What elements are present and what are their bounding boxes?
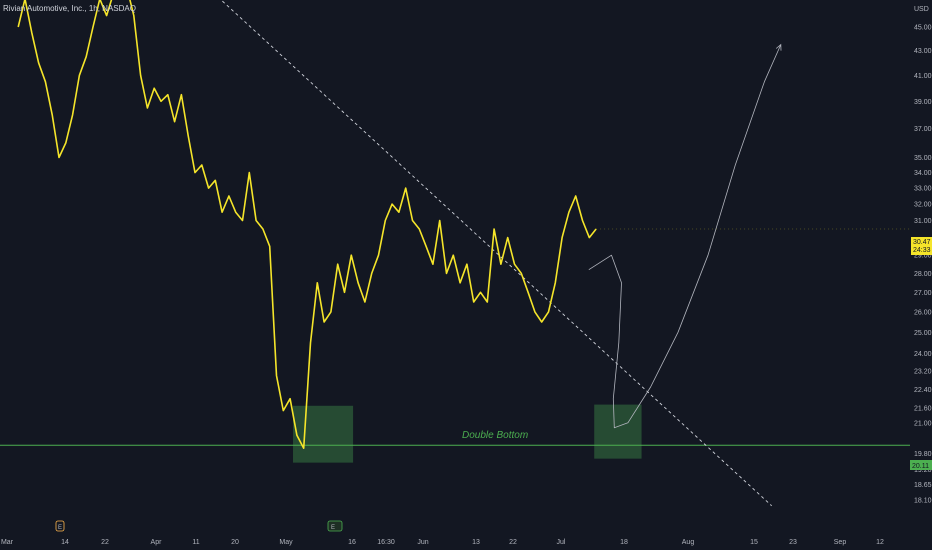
x-tick-label: 11 bbox=[192, 539, 199, 546]
price-series bbox=[17, 0, 910, 449]
y-tick-label: 25.00 bbox=[914, 330, 932, 337]
support-price-tag: 20.11 bbox=[910, 460, 932, 470]
x-tick-label: 14 bbox=[61, 539, 69, 546]
x-tick-label: 18 bbox=[620, 539, 628, 546]
y-tick-label: 35.00 bbox=[914, 155, 932, 162]
x-tick-label: Jul bbox=[557, 539, 566, 546]
x-tick-label: 22 bbox=[509, 539, 517, 546]
x-tick-label: 13 bbox=[472, 539, 480, 546]
x-tick-label: 20 bbox=[231, 539, 239, 546]
earnings-badge-frame bbox=[55, 520, 65, 532]
countdown-value: 24:33 bbox=[913, 247, 931, 254]
event-badge-letter: E bbox=[331, 525, 335, 531]
earnings-badge[interactable]: E bbox=[55, 520, 65, 532]
y-tick-label: 39.00 bbox=[914, 99, 932, 106]
support-tag-value: 20.11 bbox=[912, 463, 929, 470]
drawing-lines bbox=[0, 0, 910, 507]
projection-arrowhead bbox=[775, 43, 782, 51]
x-tick-label: Apr bbox=[151, 539, 163, 546]
y-tick-label: 43.00 bbox=[914, 48, 932, 55]
last-price-tag: 30.47 24:33 bbox=[911, 237, 932, 255]
x-tick-label: Sep bbox=[834, 539, 847, 546]
y-tick-label: 19.80 bbox=[914, 451, 932, 458]
y-tick-label: 21.00 bbox=[914, 420, 932, 427]
x-tick-label: 22 bbox=[101, 539, 109, 546]
event-badge-frame bbox=[327, 520, 343, 532]
price-axis: 45.00 43.00 41.00 39.00 37.00 35.00 34.00 33.00… bbox=[914, 25, 932, 505]
event-badge[interactable]: E bbox=[327, 520, 343, 532]
y-tick-label: 24.00 bbox=[914, 351, 932, 358]
y-tick-label: 28.00 bbox=[914, 271, 932, 278]
y-tick-label: 18.65 bbox=[914, 482, 932, 489]
y-tick-label: 21.60 bbox=[914, 406, 932, 413]
y-tick-label: 29.00 bbox=[914, 253, 932, 260]
price-line bbox=[17, 0, 597, 449]
y-tick-label: 32.00 bbox=[914, 202, 932, 209]
time-axis: Mar 14 22 Apr 11 20 May 16 16:30 Jun 13 22 Jul 18 Aug 1… bbox=[1, 539, 884, 546]
descending-trendline bbox=[220, 0, 772, 507]
x-tick-label: Jun bbox=[417, 539, 428, 546]
x-tick-label: 16:30 bbox=[377, 539, 395, 546]
x-tick-label: May bbox=[279, 539, 293, 546]
support-tag-box bbox=[910, 460, 932, 470]
y-tick-label: 34.00 bbox=[914, 170, 932, 177]
y-tick-label: 27.00 bbox=[914, 290, 932, 297]
y-tick-label: 31.00 bbox=[914, 218, 932, 225]
last-price-tag-box bbox=[911, 237, 932, 255]
y-tick-label: 26.00 bbox=[914, 309, 932, 316]
x-tick-label: 15 bbox=[750, 539, 758, 546]
last-price-value: 30.47 bbox=[913, 239, 931, 246]
currency-label: USD bbox=[914, 6, 929, 13]
x-tick-label: Mar bbox=[1, 539, 14, 546]
double-bottom-label[interactable]: Double Bottom bbox=[462, 430, 528, 441]
y-tick-label: 18.10 bbox=[914, 498, 932, 505]
earnings-badge-letter: E bbox=[58, 525, 62, 531]
y-tick-label: 45.00 bbox=[914, 25, 932, 32]
x-tick-label: Aug bbox=[682, 539, 695, 546]
symbol-title: Rivian Automotive, Inc., 1h, NASDAQ bbox=[3, 4, 136, 13]
x-tick-label: 23 bbox=[789, 539, 797, 546]
double-bottom-zone bbox=[293, 405, 354, 463]
x-tick-label: 12 bbox=[876, 539, 884, 546]
projection-path bbox=[588, 44, 782, 429]
y-tick-label: 23.20 bbox=[914, 369, 932, 376]
y-tick-label: 22.40 bbox=[914, 387, 932, 394]
x-tick-label: 16 bbox=[348, 539, 356, 546]
y-tick-label: 19.20 bbox=[914, 467, 932, 474]
y-tick-label: 37.00 bbox=[914, 126, 932, 133]
y-tick-label: 41.00 bbox=[914, 73, 932, 80]
y-tick-label: 33.00 bbox=[914, 186, 932, 193]
